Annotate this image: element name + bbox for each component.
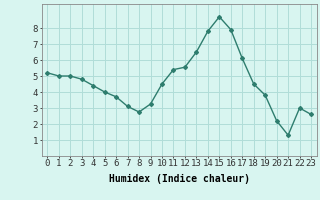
X-axis label: Humidex (Indice chaleur): Humidex (Indice chaleur) xyxy=(109,174,250,184)
